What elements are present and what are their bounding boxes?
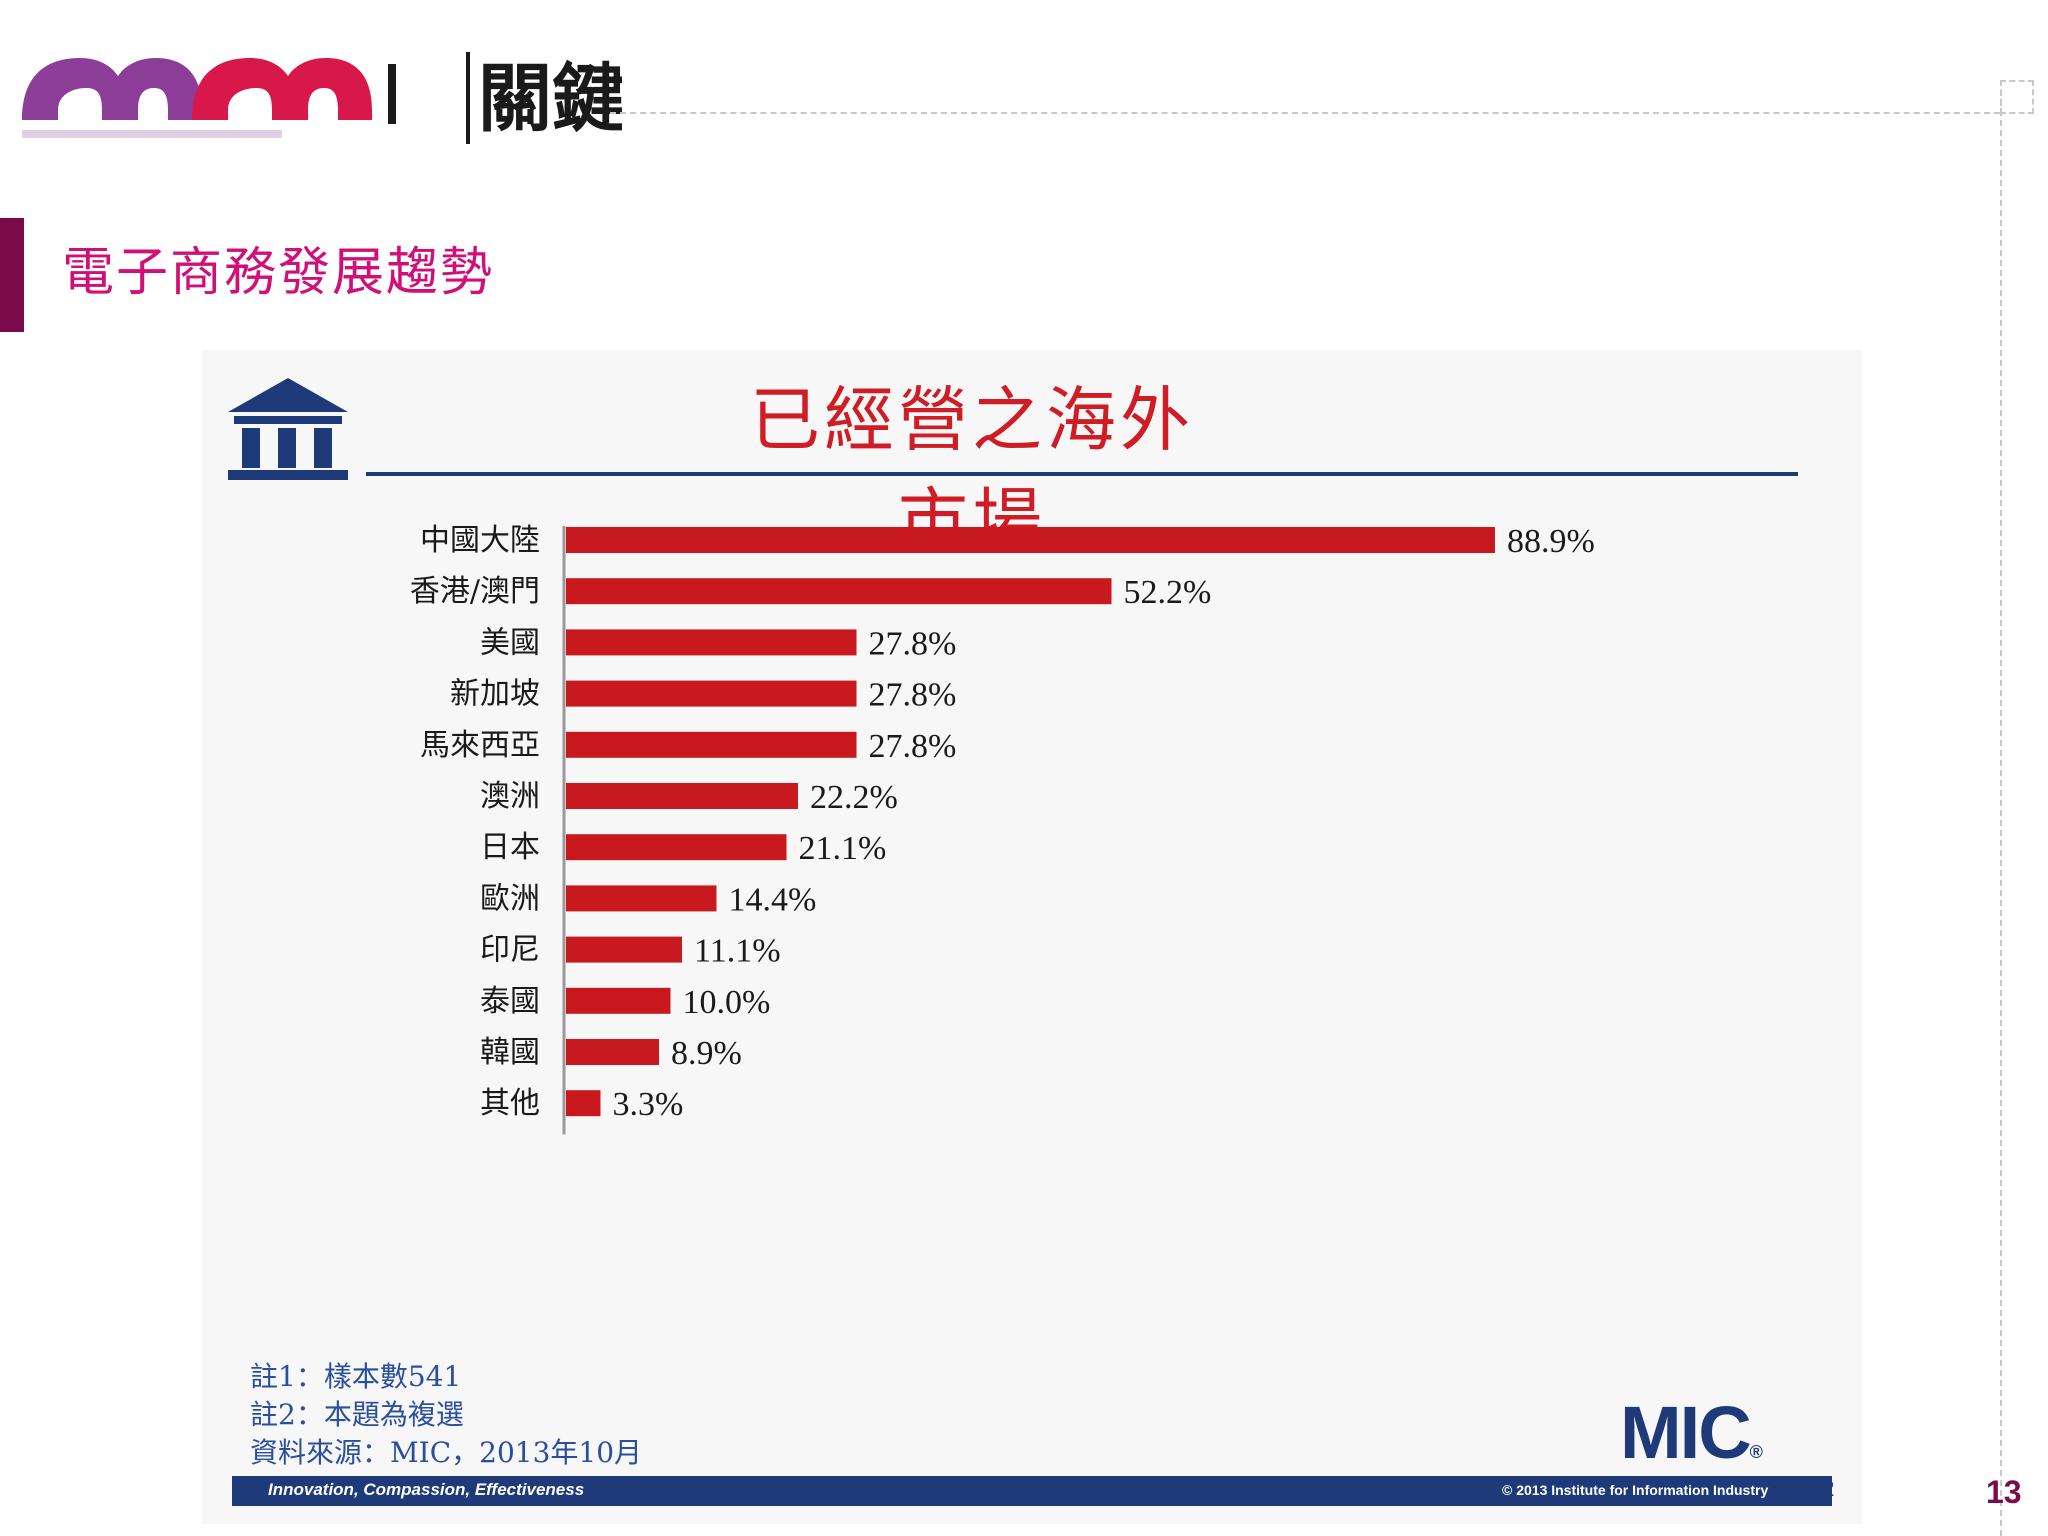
value-label: 21.1% — [798, 830, 886, 867]
bar — [566, 987, 671, 1014]
category-label: 歐洲 — [480, 881, 540, 916]
bar — [566, 936, 682, 963]
chart-notes: 註1：樣本數541 註2：本題為複選 資料來源：MIC，2013年10月 — [250, 1358, 642, 1472]
title-marker — [0, 218, 24, 332]
institution-icon — [228, 378, 348, 480]
value-label: 27.8% — [869, 677, 957, 714]
value-label: 27.8% — [869, 728, 957, 765]
value-label: 11.1% — [694, 933, 781, 970]
category-label: 其他 — [480, 1086, 540, 1121]
bar — [566, 731, 857, 758]
bar — [566, 629, 857, 656]
category-label: 中國大陸 — [420, 523, 540, 558]
value-label: 52.2% — [1123, 574, 1211, 611]
note-sample: 註1：樣本數541 — [250, 1360, 462, 1393]
inner-page-number: 12 — [1810, 1476, 1835, 1501]
category-label: 泰國 — [480, 984, 540, 1019]
bar — [566, 578, 1112, 605]
category-label: 香港/澳門 — [410, 574, 540, 609]
corner-mark — [2000, 80, 2034, 114]
category-label: 美國 — [480, 625, 540, 660]
footer-tagline: Innovation, Compassion, Effectiveness — [268, 1480, 585, 1499]
mic-logo-text: MIC — [1620, 1391, 1752, 1474]
bar — [566, 885, 717, 912]
bar — [566, 527, 1496, 553]
mic-logo: MIC® — [1620, 1390, 1763, 1475]
footer-copyright: © 2013 Institute for Information Industr… — [1502, 1482, 1769, 1498]
value-label: 88.9% — [1507, 523, 1595, 560]
top-banner: 關鍵 — [0, 0, 2048, 150]
category-label: 印尼 — [480, 933, 540, 968]
mm-logo-mark — [22, 58, 372, 138]
right-divider — [2000, 80, 2002, 1536]
logo-text: 關鍵 — [478, 56, 622, 142]
category-label: 馬來西亞 — [420, 728, 540, 763]
company-logo: 關鍵 — [22, 52, 622, 144]
page-number: 13 — [1986, 1474, 2022, 1510]
bar — [566, 1039, 660, 1065]
bar — [566, 834, 787, 861]
header-divider — [610, 112, 2000, 114]
value-label: 10.0% — [683, 984, 771, 1021]
bar — [566, 783, 798, 809]
category-label: 新加坡 — [450, 677, 540, 712]
slide-title: 電子商務發展趨勢 — [62, 243, 495, 303]
value-label: 8.9% — [671, 1035, 742, 1072]
bar — [566, 680, 857, 707]
embedded-slide: 已經營之海外市場 中國大陸 88.9% 香港/澳門 52.2% 美國 27.8% 新加坡 27… — [202, 350, 1862, 1524]
bar — [566, 1090, 601, 1117]
slide-footer: Innovation, Compassion, Effectiveness © … — [232, 1476, 1832, 1506]
note-source: 資料來源：MIC，2013年10月 — [250, 1436, 643, 1469]
title-rule — [366, 472, 1798, 476]
category-label: 澳洲 — [480, 779, 540, 814]
category-label: 日本 — [480, 830, 540, 865]
note-multi-select: 註2：本題為複選 — [250, 1398, 464, 1431]
value-label: 14.4% — [728, 881, 816, 918]
value-label: 27.8% — [869, 625, 957, 662]
value-label: 22.2% — [810, 779, 898, 816]
bar-chart: 中國大陸 88.9% 香港/澳門 52.2% 美國 27.8% 新加坡 27.8% 馬來西亞 27… — [410, 523, 1595, 1135]
value-label: 3.3% — [612, 1086, 683, 1123]
registered-icon: ® — [1749, 1442, 1763, 1462]
category-label: 韓國 — [480, 1035, 540, 1070]
